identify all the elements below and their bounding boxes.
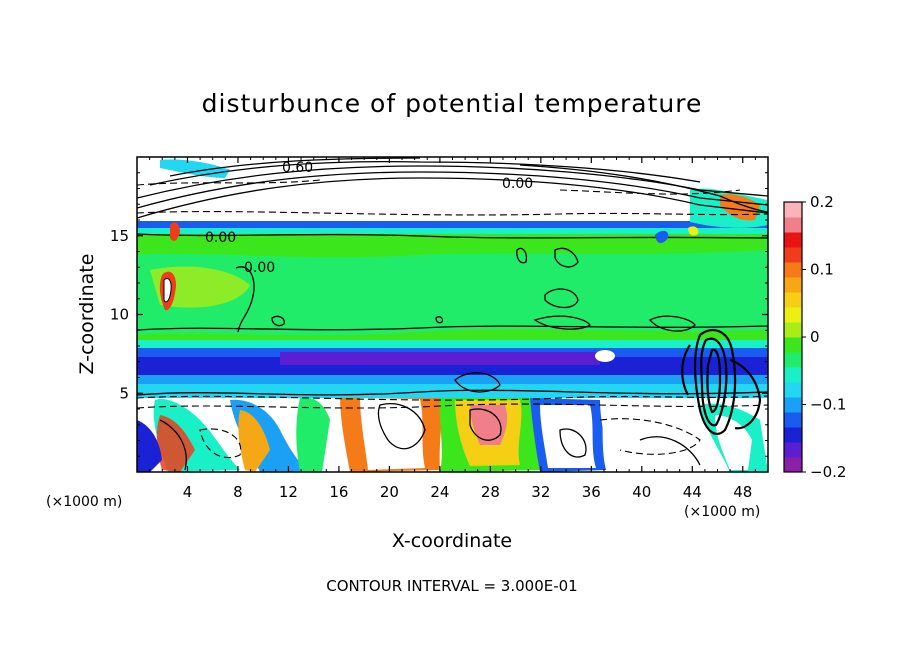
colorbar-tick-label: 0 xyxy=(810,328,820,346)
colorbar-swatch xyxy=(784,352,802,368)
colorbar-swatch xyxy=(784,442,802,458)
x-tick-label: 32 xyxy=(531,483,550,501)
x-tick-label: 36 xyxy=(582,483,601,501)
x-tick-label: 8 xyxy=(233,483,243,501)
contour-label: 0.00 xyxy=(502,176,533,192)
colorbar-swatch xyxy=(784,322,802,338)
colorbar-swatch xyxy=(784,292,802,308)
colorbar-tick-label: 0.2 xyxy=(810,193,834,211)
x-axis-label: X-coordinate xyxy=(392,530,512,552)
colorbar-swatch xyxy=(784,337,802,353)
colorbar-swatch xyxy=(784,232,802,248)
y-axis-label: Z-coordinate xyxy=(76,254,98,375)
colorbar-swatch xyxy=(784,412,802,428)
colorbar-swatch xyxy=(784,307,802,323)
dashed-contours xyxy=(137,179,768,459)
x-tick-label: 16 xyxy=(329,483,348,501)
contour-label: 0.00 xyxy=(205,230,236,246)
warm-patch xyxy=(150,266,250,308)
colorbar-swatch xyxy=(784,427,802,443)
contour-interval-note: CONTOUR INTERVAL = 3.000E-01 xyxy=(326,577,577,595)
contour-label: 0.00 xyxy=(244,260,275,276)
upper-white xyxy=(137,195,768,221)
x-tick-label: 44 xyxy=(683,483,702,501)
colorbar-swatch xyxy=(784,457,802,473)
y-axis: 5 10 15 xyxy=(110,172,768,457)
left-streak-core xyxy=(163,277,172,303)
x-unit-right: (×1000 m) xyxy=(684,504,760,520)
x-tick-label: 48 xyxy=(733,483,752,501)
contour-label-group: 0.60 0.00 0.00 0.00 xyxy=(205,160,533,276)
convective-layer xyxy=(137,395,768,472)
colorbar-swatch xyxy=(784,217,802,233)
white-spot xyxy=(595,350,615,362)
colorbar-swatch xyxy=(784,262,802,278)
x-tick-label: 20 xyxy=(380,483,399,501)
x-tick-label: 4 xyxy=(183,483,193,501)
colorbar-tick-label: −0.1 xyxy=(810,396,846,414)
y-tick-label: 5 xyxy=(119,384,129,402)
colorbar-swatch xyxy=(784,367,802,383)
right-small-warm xyxy=(688,226,699,236)
band-purple-patch xyxy=(280,352,600,365)
colorbar-swatch xyxy=(784,277,802,293)
band-top-blue xyxy=(137,221,768,228)
colorbar: 0.2 0.1 0 −0.1 −0.2 xyxy=(783,193,846,481)
x-tick-label: 28 xyxy=(481,483,500,501)
y-tick-label: 15 xyxy=(110,227,129,245)
x-tick-label: 12 xyxy=(279,483,298,501)
x-axis: 4 8 12 16 20 24 28 32 36 40 44 48 xyxy=(149,157,756,501)
plot-area: 0.60 0.00 0.00 0.00 xyxy=(136,156,769,473)
colorbar-tick-label: −0.2 xyxy=(810,463,846,481)
chart-title: disturbunce of potential temperature xyxy=(202,89,703,118)
right-spike xyxy=(655,230,669,244)
band-teal xyxy=(137,338,768,348)
colorbar-swatch xyxy=(784,397,802,413)
colorbar-swatch xyxy=(784,202,802,218)
x-tick-label: 24 xyxy=(430,483,449,501)
y-tick-label: 10 xyxy=(110,306,129,324)
top-left-spike xyxy=(170,222,180,241)
band-top-teal xyxy=(137,226,768,234)
x-unit-left: (×1000 m) xyxy=(46,494,122,510)
colorbar-swatch xyxy=(784,247,802,263)
x-tick-label: 40 xyxy=(632,483,651,501)
band-lower-cyan xyxy=(137,380,768,398)
colorbar-tick-label: 0.1 xyxy=(810,261,834,279)
band-green-core xyxy=(137,250,768,336)
colorbar-swatch xyxy=(784,382,802,398)
dense-contour-cluster xyxy=(681,328,762,435)
contour-lines xyxy=(137,157,768,471)
contour-label: 0.60 xyxy=(282,160,313,176)
